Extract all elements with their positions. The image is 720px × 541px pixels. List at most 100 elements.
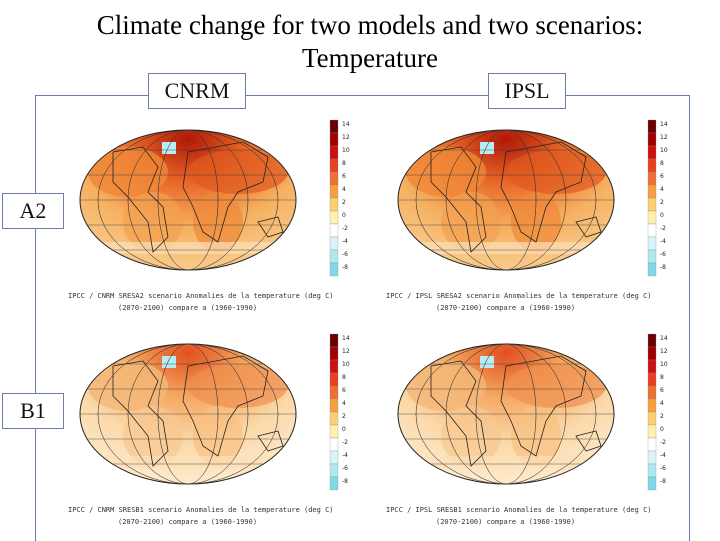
colorbar-swatch xyxy=(647,158,657,173)
colorbar-tick-label: -2 xyxy=(342,439,348,446)
colorbar-swatch xyxy=(329,145,339,160)
colorbar-tick-label: 6 xyxy=(342,173,346,180)
colorbar-tick-label: 8 xyxy=(660,374,664,381)
colorbar-swatch xyxy=(329,236,339,251)
panel-caption-line2: (2070-2100) compare a (1960-1990) xyxy=(118,304,258,312)
colorbar-swatch xyxy=(647,372,657,387)
colorbar-swatch xyxy=(329,385,339,400)
temperature-field xyxy=(398,130,614,270)
colorbar-swatch xyxy=(647,223,657,238)
colorbar-tick-label: 4 xyxy=(660,400,664,407)
colorbar-swatch xyxy=(647,463,657,478)
colorbar-swatch xyxy=(647,210,657,225)
colorbar-tick-label: 2 xyxy=(660,413,664,420)
cool-patch xyxy=(162,142,176,154)
cool-patch xyxy=(480,142,494,154)
colorbar-swatch xyxy=(329,210,339,225)
colorbar-swatch xyxy=(647,476,657,491)
temperature-field xyxy=(80,344,296,484)
cool-patch xyxy=(480,356,494,368)
colorbar-swatch xyxy=(647,262,657,277)
colorbar-tick-label: -8 xyxy=(342,478,348,485)
colorbar-tick-label: -6 xyxy=(660,251,666,258)
colorbar-swatch xyxy=(329,398,339,413)
colorbar-tick-label: 12 xyxy=(342,348,350,355)
colorbar-swatch xyxy=(329,437,339,452)
panel-caption-line1: IPCC / IPSL SRESB1 scenario Anomalies de… xyxy=(386,506,652,514)
colorbar-tick-label: -2 xyxy=(660,225,666,232)
colorbar-tick-label: -6 xyxy=(342,251,348,258)
colorbar-swatch xyxy=(329,197,339,212)
colorbar-swatch xyxy=(329,171,339,186)
colorbar-tick-label: 12 xyxy=(660,348,668,355)
coastline-eurafrica xyxy=(182,355,269,457)
colorbar-tick-label: -4 xyxy=(342,238,348,245)
coastline-eurafrica xyxy=(500,355,587,457)
colorbar-swatch xyxy=(647,197,657,212)
temperature-field xyxy=(80,130,296,270)
colorbar-tick-label: -2 xyxy=(660,439,666,446)
colorbar-swatch xyxy=(647,411,657,426)
colorbar-swatch xyxy=(647,437,657,452)
panel-caption-line2: (2070-2100) compare a (1960-1990) xyxy=(436,304,576,312)
colorbar-tick-label: 12 xyxy=(342,134,350,141)
title-line-2: Temperature xyxy=(301,43,439,73)
title-line-1: Climate change for two models and two sc… xyxy=(96,10,644,40)
panel-caption-line1: IPCC / IPSL SRESA2 scenario Anomalies de… xyxy=(386,292,652,300)
colorbar-tick-label: 0 xyxy=(660,426,664,433)
colorbar-swatch xyxy=(647,450,657,465)
model-label-cnrm: CNRM xyxy=(148,73,246,109)
colorbar-swatch xyxy=(647,119,657,134)
panel-caption-line1: IPCC / CNRM SRESA2 scenario Anomalies de… xyxy=(68,292,334,300)
colorbar-tick-label: 14 xyxy=(660,121,668,128)
colorbar-tick-label: 4 xyxy=(342,400,346,407)
colorbar-tick-label: 2 xyxy=(342,199,346,206)
colorbar-tick-label: -4 xyxy=(660,238,666,245)
scenario-label-a2: A2 xyxy=(2,193,64,229)
map-panel-cnrm-b1: 14 12 10 8 6 4 2 0 -2 -4 -6 -8 IPCC / CNRM SRESB1 sc… xyxy=(68,326,368,536)
panel-caption-line2: (2070-2100) compare a (1960-1990) xyxy=(118,518,258,526)
coastline-australia xyxy=(575,216,602,238)
colorbar-swatch xyxy=(329,223,339,238)
colorbar-tick-label: 14 xyxy=(342,121,350,128)
coastline-australia xyxy=(575,430,602,452)
coastline-australia xyxy=(257,216,284,238)
map-svg: 14 12 10 8 6 4 2 0 -2 -4 -6 -8 xyxy=(79,333,350,491)
colorbar-tick-label: -4 xyxy=(342,452,348,459)
model-label-ipsl: IPSL xyxy=(488,73,566,109)
colorbar-tick-label: 14 xyxy=(660,335,668,342)
colorbar-swatch xyxy=(647,236,657,251)
colorbar-tick-label: 2 xyxy=(342,413,346,420)
colorbar-swatch xyxy=(647,333,657,348)
colorbar-swatch xyxy=(647,145,657,160)
colorbar-swatch xyxy=(329,463,339,478)
colorbar-tick-label: 6 xyxy=(660,387,664,394)
colorbar-swatch xyxy=(647,398,657,413)
map-panel-cnrm-a2: 14 12 10 8 6 4 2 0 -2 -4 -6 -8 IPCC / CNRM SRESA2 sc… xyxy=(68,112,368,322)
colorbar-swatch xyxy=(329,411,339,426)
colorbar-swatch xyxy=(329,132,339,147)
coastline-eurafrica xyxy=(182,141,269,243)
colorbar-swatch xyxy=(329,119,339,134)
colorbar-tick-label: 6 xyxy=(660,173,664,180)
colorbar-swatch xyxy=(329,346,339,361)
colorbar-swatch xyxy=(647,249,657,264)
scenario-label-b1: B1 xyxy=(2,393,64,429)
colorbar-tick-label: 10 xyxy=(660,147,668,154)
colorbar-tick-label: -2 xyxy=(342,225,348,232)
colorbar-tick-label: -4 xyxy=(660,452,666,459)
coastline-americas xyxy=(112,360,169,467)
colorbar-tick-label: 0 xyxy=(342,426,346,433)
map-svg: 14 12 10 8 6 4 2 0 -2 -4 -6 -8 xyxy=(397,333,668,491)
colorbar-swatch xyxy=(647,184,657,199)
colorbar-tick-label: 8 xyxy=(660,160,664,167)
coastline-americas xyxy=(112,146,169,253)
colorbar-tick-label: 6 xyxy=(342,387,346,394)
colorbar-swatch xyxy=(329,424,339,439)
colorbar-swatch xyxy=(647,359,657,374)
coastline-australia xyxy=(257,430,284,452)
coastline-eurafrica xyxy=(500,141,587,243)
colorbar-tick-label: 4 xyxy=(342,186,346,193)
colorbar-swatch xyxy=(329,249,339,264)
figure-frame xyxy=(35,95,690,541)
